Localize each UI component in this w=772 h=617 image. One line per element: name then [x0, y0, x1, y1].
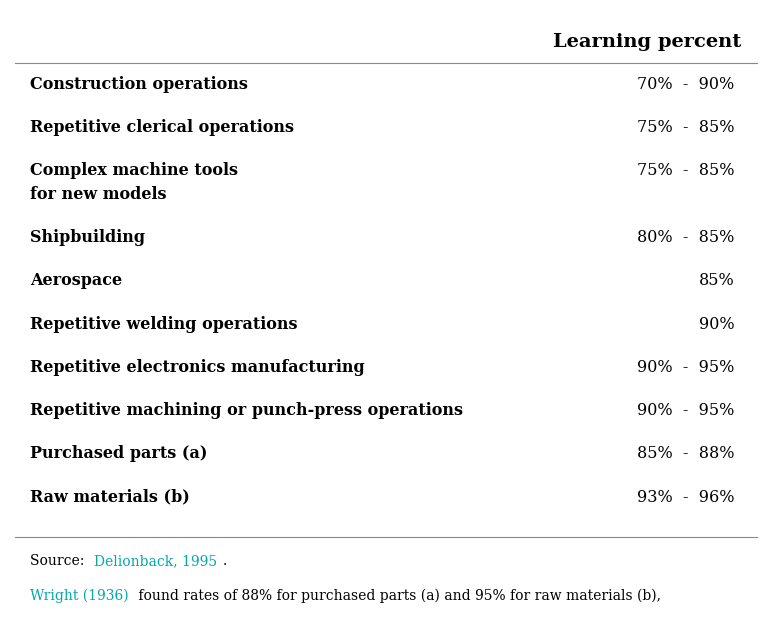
Text: Repetitive electronics manufacturing: Repetitive electronics manufacturing — [30, 359, 365, 376]
Text: 75%  -  85%: 75% - 85% — [637, 119, 734, 136]
Text: Raw materials (b): Raw materials (b) — [30, 489, 190, 505]
Text: Repetitive welding operations: Repetitive welding operations — [30, 316, 298, 333]
Text: 85%  -  88%: 85% - 88% — [637, 445, 734, 462]
Text: Aerospace: Aerospace — [30, 272, 123, 289]
Text: Wright (1936): Wright (1936) — [30, 589, 129, 603]
Text: 90%  -  95%: 90% - 95% — [637, 359, 734, 376]
Text: 90%: 90% — [699, 316, 734, 333]
Text: Purchased parts (a): Purchased parts (a) — [30, 445, 208, 462]
Text: found rates of 88% for purchased parts (a) and 95% for raw materials (b),: found rates of 88% for purchased parts (… — [134, 589, 662, 603]
Text: 80%  -  85%: 80% - 85% — [637, 229, 734, 246]
Text: Complex machine tools
for new models: Complex machine tools for new models — [30, 162, 239, 203]
Text: Delionback, 1995: Delionback, 1995 — [94, 554, 218, 568]
Text: 70%  -  90%: 70% - 90% — [637, 76, 734, 93]
Text: Repetitive machining or punch-press operations: Repetitive machining or punch-press oper… — [30, 402, 463, 419]
Text: Shipbuilding: Shipbuilding — [30, 229, 145, 246]
Text: Repetitive clerical operations: Repetitive clerical operations — [30, 119, 294, 136]
Text: 85%: 85% — [699, 272, 734, 289]
Text: .: . — [222, 554, 227, 568]
Text: Source:: Source: — [30, 554, 89, 568]
Text: Construction operations: Construction operations — [30, 76, 248, 93]
Text: 93%  -  96%: 93% - 96% — [637, 489, 734, 505]
Text: Learning percent: Learning percent — [554, 33, 742, 51]
Text: 75%  -  85%: 75% - 85% — [637, 162, 734, 179]
Text: 90%  -  95%: 90% - 95% — [637, 402, 734, 419]
